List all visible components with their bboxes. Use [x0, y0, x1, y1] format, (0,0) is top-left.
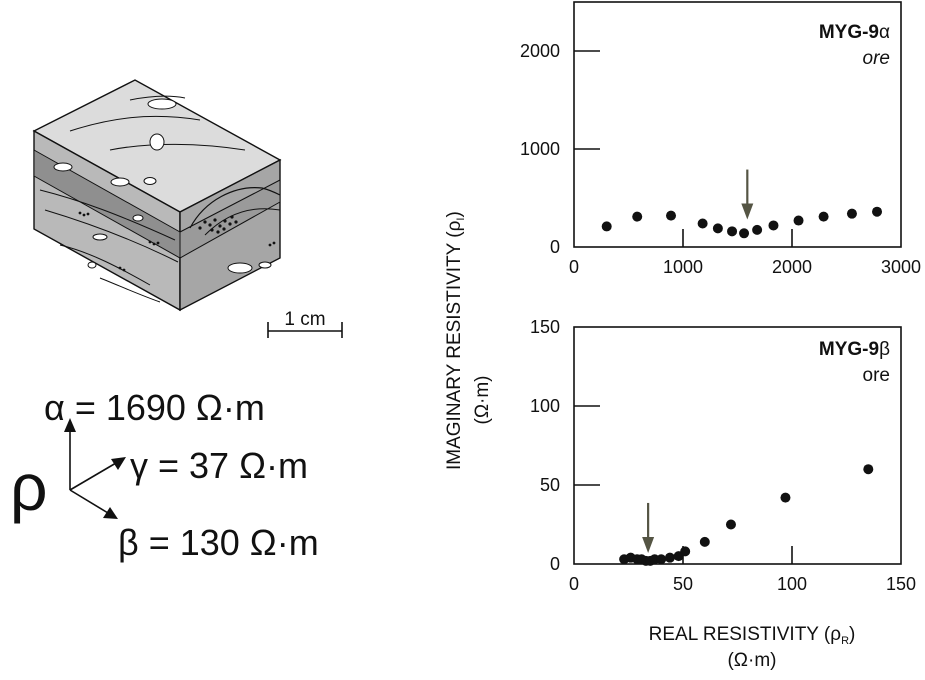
x-axis-label: REAL RESISTIVITY (ρR)	[649, 624, 856, 647]
data-point	[872, 206, 883, 217]
data-point	[712, 223, 723, 234]
x-tick-label: 3000	[881, 257, 921, 277]
y-axis-label: IMAGINARY RESISTIVITY (ρI)	[444, 211, 467, 470]
chart-myg9-beta: 0 50 100 150 0 50 100 150 MYG-9β ore	[530, 317, 916, 594]
chart-frame	[573, 1, 902, 248]
sample-type: ore	[863, 48, 890, 69]
sample-type: ore	[863, 365, 890, 386]
y-tick-label: 2000	[520, 41, 560, 61]
y-axis-units: (Ω·m)	[472, 375, 493, 424]
x-tick-label: 1000	[663, 257, 703, 277]
data-point	[752, 224, 763, 235]
y-tick-label: 150	[530, 317, 560, 337]
data-point	[780, 492, 791, 503]
sample-title: MYG-9β	[819, 339, 890, 360]
y-tick-label: 50	[540, 475, 560, 495]
data-point	[768, 220, 779, 231]
x-tick-label: 2000	[772, 257, 812, 277]
x-tick-label: 100	[777, 574, 807, 594]
beta-resistivity-label: β = 130 Ω·m	[118, 522, 319, 563]
x-tick-label: 50	[673, 574, 693, 594]
data-point	[699, 536, 710, 547]
chart-arrow	[642, 502, 655, 553]
chart-ticks: 0 50 100 150 0 50 100 150	[530, 317, 916, 594]
data-point	[664, 552, 675, 563]
data-point	[846, 208, 857, 219]
data-point	[739, 228, 750, 239]
arrow-head	[741, 203, 754, 220]
data-point	[725, 519, 736, 530]
x-tick-label: 0	[569, 257, 579, 277]
y-tick-label: 0	[550, 237, 560, 257]
chart-frame	[573, 326, 902, 565]
data-point	[727, 226, 738, 237]
arrow-head	[642, 536, 655, 553]
data-point	[656, 554, 667, 565]
data-point	[863, 464, 874, 475]
chart-ticks: 0 1000 2000 3000 0 1000 2000	[520, 41, 921, 277]
scale-bar-label: 1 cm	[284, 309, 325, 330]
alpha-resistivity-label: α = 1690 Ω·m	[44, 387, 265, 428]
y-tick-label: 1000	[520, 139, 560, 159]
data-point	[818, 211, 829, 222]
chart-points	[619, 464, 874, 566]
rho-symbol: ρ	[10, 450, 48, 524]
x-tick-label: 150	[886, 574, 916, 594]
data-point	[666, 210, 677, 221]
chart-arrow	[741, 169, 754, 220]
data-point	[793, 215, 804, 226]
data-point	[632, 211, 643, 222]
data-point	[697, 218, 708, 229]
y-tick-label: 100	[530, 396, 560, 416]
y-tick-label: 0	[550, 554, 560, 574]
sample-title: MYG-9α	[819, 22, 890, 43]
gamma-resistivity-label: γ = 37 Ω·m	[130, 445, 308, 486]
x-axis-units: (Ω·m)	[727, 650, 776, 671]
data-point	[601, 221, 612, 232]
data-point	[680, 546, 691, 557]
chart-myg9-alpha: 0 1000 2000 3000 0 1000 2000 MYG-9α ore	[520, 1, 921, 277]
sample-block-illustration: 1 cm	[32, 79, 343, 338]
resistivity-directions: ρ α = 1690 Ω·m γ = 37 Ω·m β = 130 Ω·m	[10, 387, 319, 563]
x-tick-label: 0	[569, 574, 579, 594]
chart-points	[601, 206, 883, 239]
